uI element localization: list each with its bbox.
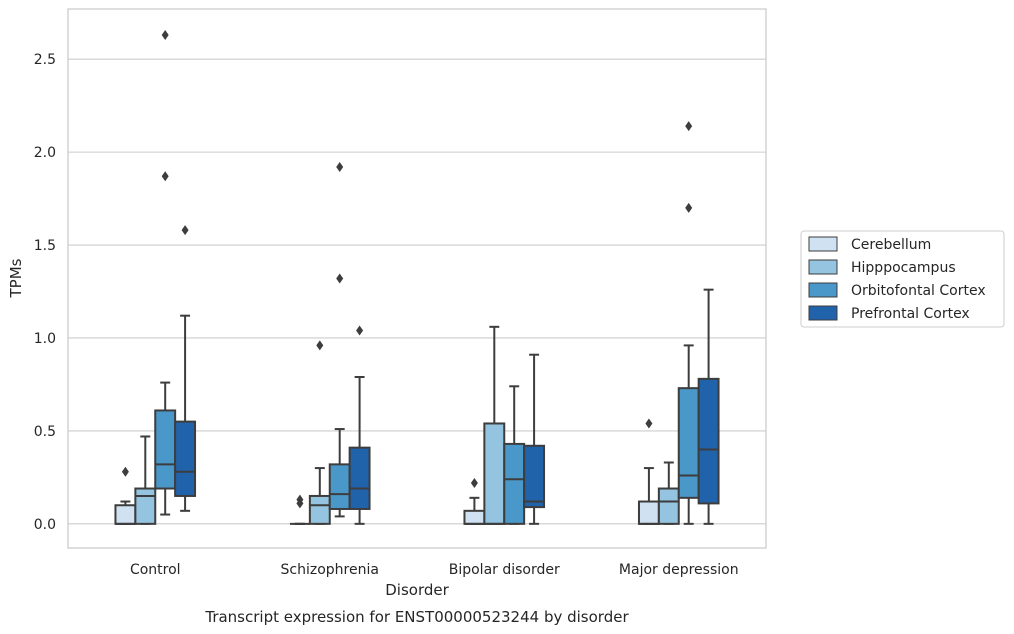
legend: Cerebellum Hipppocampus Orbitofontal Corte… <box>800 230 1005 328</box>
outlier-point <box>181 225 189 236</box>
box-group <box>154 30 177 516</box>
outlier-point <box>685 121 693 132</box>
y-tick-label: 0.5 <box>34 424 56 440</box>
box-group <box>637 418 660 525</box>
boxes-layer <box>114 30 720 525</box>
box-body <box>348 446 371 510</box>
x-axis-label: Disorder <box>385 581 449 599</box>
legend-label: Prefrontal Cortex <box>851 306 970 322</box>
box-body <box>463 509 486 525</box>
outlier-point <box>356 325 364 336</box>
legend-label: Orbitofontal Cortex <box>851 283 986 299</box>
box-group <box>114 466 137 525</box>
outlier-point <box>645 418 653 429</box>
box-body <box>483 422 506 525</box>
box-group <box>463 477 486 525</box>
legend-swatch <box>808 305 838 321</box>
box-body <box>697 377 720 505</box>
box-group <box>348 325 371 525</box>
box-body <box>154 409 177 490</box>
outlier-point <box>161 30 169 41</box>
box-group <box>483 325 506 525</box>
box-body <box>328 463 351 510</box>
box-group <box>289 494 310 525</box>
box-group <box>677 121 700 525</box>
legend-label: Hipppocampus <box>851 260 956 276</box>
legend-swatch <box>808 282 838 298</box>
box-body <box>657 487 680 525</box>
y-tick-label: 0.0 <box>34 517 56 533</box>
y-tick-label: 1.5 <box>34 238 56 254</box>
box-body <box>114 504 137 525</box>
legend-label: Cerebellum <box>851 237 931 253</box>
y-tick-labels: 0.0 0.5 1.0 1.5 2.0 2.5 <box>34 52 56 533</box>
chart-title: Transcript expression for ENST0000052324… <box>204 608 629 626</box>
outlier-point <box>685 202 693 213</box>
box-body <box>134 487 157 525</box>
y-axis-label: TPMs <box>7 258 25 298</box>
box-body <box>308 494 331 525</box>
box-group <box>134 435 157 525</box>
box-body <box>174 420 197 497</box>
x-tick-label: Control <box>130 562 181 578</box>
outlier-point <box>296 494 304 505</box>
legend-items: Cerebellum Hipppocampus Orbitofontal Corte… <box>808 236 986 322</box>
legend-swatch <box>808 259 838 275</box>
y-tick-label: 2.0 <box>34 145 56 161</box>
x-tick-label: Bipolar disorder <box>449 562 560 578</box>
box-body <box>523 444 546 509</box>
legend-frame <box>800 230 1005 328</box>
y-tick-label: 2.5 <box>34 52 56 68</box>
outlier-point <box>121 466 129 477</box>
box-body <box>503 442 526 525</box>
x-tick-label: Schizophrenia <box>281 562 379 578</box>
box-group <box>308 340 331 525</box>
box-body <box>677 387 700 499</box>
outlier-point <box>336 273 344 284</box>
box-group <box>174 225 197 512</box>
y-tick-label: 1.0 <box>34 331 56 347</box>
legend-swatch <box>808 236 838 252</box>
x-tick-labels: Control Schizophrenia Bipolar disorder Majo… <box>130 562 739 578</box>
outlier-point <box>316 340 324 351</box>
outlier-point <box>470 477 478 488</box>
box-body <box>637 500 660 525</box>
outlier-point <box>336 161 344 172</box>
box-group <box>328 161 351 518</box>
outlier-point <box>161 171 169 182</box>
box-group <box>503 385 526 525</box>
box-group <box>523 353 546 525</box>
box-group <box>657 461 680 525</box>
box-group <box>697 288 720 525</box>
plot-frame <box>67 8 767 549</box>
x-tick-label: Major depression <box>619 562 739 578</box>
